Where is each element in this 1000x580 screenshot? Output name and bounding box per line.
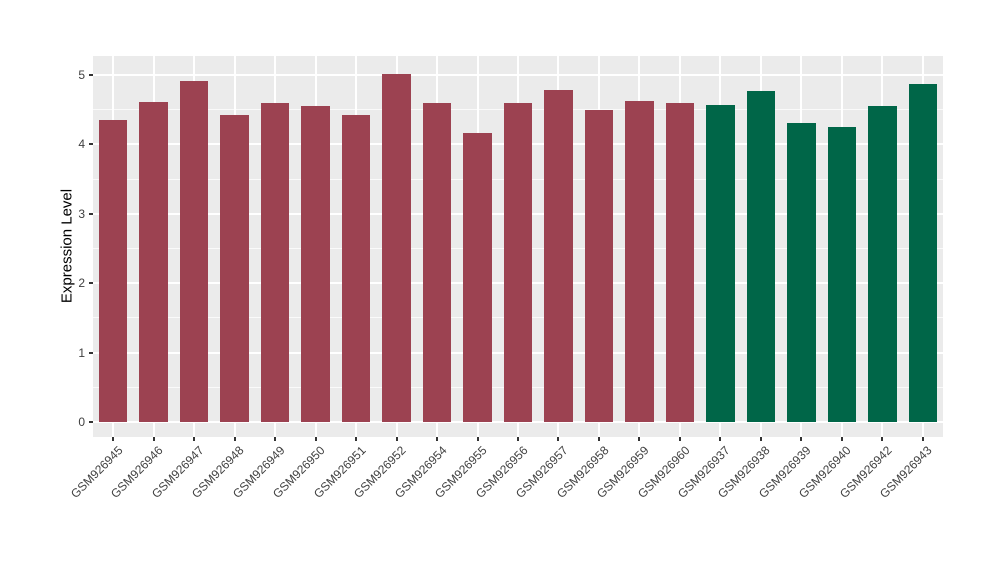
- y-tick-label: 4: [78, 137, 85, 152]
- y-tick: [89, 421, 93, 423]
- bar-GSM926958: [584, 110, 614, 422]
- bar-GSM926947: [179, 81, 209, 422]
- x-tick: [112, 437, 115, 441]
- bar-GSM926938: [746, 90, 776, 422]
- x-tick: [638, 437, 641, 441]
- bar-GSM926957: [544, 89, 573, 422]
- bar-GSM926937: [706, 104, 735, 422]
- y-tick: [89, 143, 93, 146]
- bar-GSM926940: [827, 127, 857, 422]
- x-tick: [921, 437, 924, 441]
- x-tick: [476, 437, 479, 441]
- bar-GSM926960: [665, 102, 695, 422]
- x-tick: [800, 437, 803, 441]
- bar-GSM926943: [908, 84, 937, 422]
- x-tick: [436, 437, 439, 441]
- x-tick: [759, 437, 762, 441]
- bar-GSM926949: [260, 102, 290, 422]
- y-axis-title: Expression Level: [58, 188, 76, 304]
- y-tick: [89, 282, 93, 285]
- bar-GSM926955: [463, 133, 492, 422]
- x-tick: [719, 437, 722, 441]
- x-tick: [314, 437, 317, 441]
- bar-GSM926946: [139, 102, 168, 422]
- bar-GSM926950: [301, 106, 330, 422]
- x-tick: [152, 437, 155, 441]
- bar-GSM926956: [503, 102, 533, 422]
- bar-GSM926952: [382, 74, 411, 422]
- x-tick: [840, 437, 843, 441]
- bar-GSM926954: [422, 102, 452, 422]
- bar-GSM926945: [98, 120, 128, 422]
- bar-GSM926948: [220, 114, 249, 422]
- y-tick: [89, 74, 93, 76]
- x-tick: [355, 437, 358, 441]
- bar-GSM926939: [787, 122, 816, 422]
- y-tick-label: 0: [78, 415, 85, 429]
- y-tick-label: 5: [78, 68, 85, 82]
- y-tick-label: 3: [78, 206, 85, 221]
- x-tick: [678, 437, 681, 441]
- y-tick: [89, 212, 93, 215]
- x-tick: [517, 437, 519, 441]
- x-tick: [274, 437, 277, 441]
- x-tick: [233, 437, 236, 441]
- plot-panel: [93, 56, 943, 437]
- y-tick-label: 2: [78, 276, 85, 291]
- bar-GSM926942: [868, 106, 897, 422]
- bar-GSM926951: [341, 114, 371, 422]
- x-tick: [881, 437, 884, 441]
- y-tick: [89, 351, 93, 354]
- x-tick: [395, 437, 398, 441]
- bar-GSM926959: [625, 100, 654, 422]
- x-tick: [193, 437, 196, 441]
- x-tick: [557, 437, 560, 441]
- y-tick-label: 1: [78, 345, 85, 360]
- x-tick: [597, 437, 600, 441]
